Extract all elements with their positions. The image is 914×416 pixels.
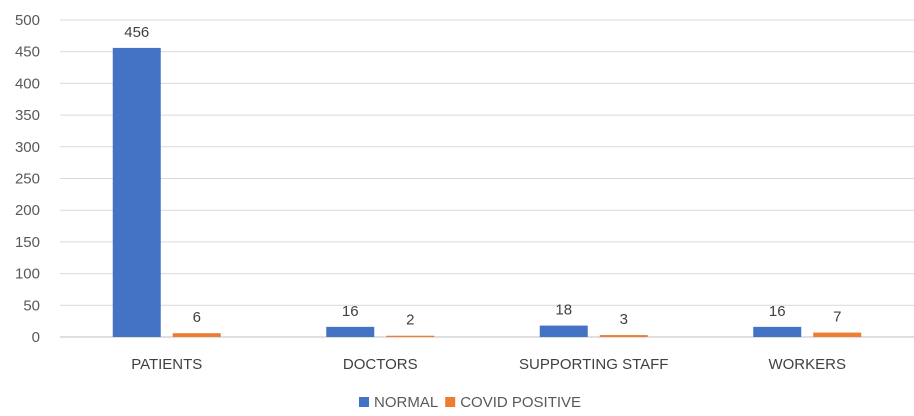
y-axis-ticks: 0 50 100 150 200 250 300 350 400 450 500 bbox=[15, 12, 40, 346]
legend-swatch bbox=[445, 397, 456, 407]
legend-label: COVID POSITIVE bbox=[460, 394, 581, 411]
data-label: 6 bbox=[193, 309, 201, 326]
bars bbox=[112, 47, 862, 338]
legend: NORMAL COVID POSITIVE bbox=[359, 394, 581, 411]
bar-covid-positive-supporting-staff bbox=[599, 335, 648, 337]
x-category-label: PATIENTS bbox=[131, 356, 202, 373]
y-tick-label: 350 bbox=[15, 107, 40, 124]
y-tick-label: 200 bbox=[15, 202, 40, 219]
y-tick-label: 450 bbox=[15, 44, 40, 61]
data-label: 7 bbox=[833, 309, 841, 326]
y-tick-label: 300 bbox=[15, 139, 40, 156]
x-axis-categories: PATIENTS DOCTORS SUPPORTING STAFF WORKERS bbox=[131, 356, 846, 373]
bar-normal-doctors bbox=[326, 326, 375, 337]
bar-normal-workers bbox=[753, 326, 802, 337]
data-label: 18 bbox=[555, 302, 572, 319]
y-tick-label: 250 bbox=[15, 171, 40, 188]
y-tick-label: 50 bbox=[23, 297, 40, 314]
legend-label: NORMAL bbox=[374, 394, 438, 411]
y-tick-label: 150 bbox=[15, 234, 40, 251]
data-label: 3 bbox=[620, 311, 628, 328]
y-tick-label: 500 bbox=[15, 12, 40, 29]
data-labels: 456 6 16 2 18 3 16 7 bbox=[124, 24, 841, 329]
data-label: 16 bbox=[769, 303, 786, 320]
y-tick-label: 400 bbox=[15, 75, 40, 92]
data-label: 2 bbox=[406, 312, 414, 329]
bar-covid-positive-patients bbox=[172, 333, 221, 337]
bar-normal-supporting-staff bbox=[539, 325, 588, 337]
x-category-label: WORKERS bbox=[768, 356, 846, 373]
gridlines bbox=[60, 19, 914, 338]
bar-normal-patients bbox=[112, 47, 161, 338]
bar-covid-positive-workers bbox=[813, 332, 862, 337]
x-category-label: DOCTORS bbox=[343, 356, 418, 373]
data-label: 16 bbox=[342, 303, 359, 320]
data-label: 456 bbox=[124, 24, 149, 41]
legend-swatch bbox=[359, 397, 369, 407]
bar-covid-positive-doctors bbox=[386, 335, 435, 337]
y-tick-label: 0 bbox=[32, 329, 40, 346]
x-category-label: SUPPORTING STAFF bbox=[519, 356, 668, 373]
y-tick-label: 100 bbox=[15, 266, 40, 283]
